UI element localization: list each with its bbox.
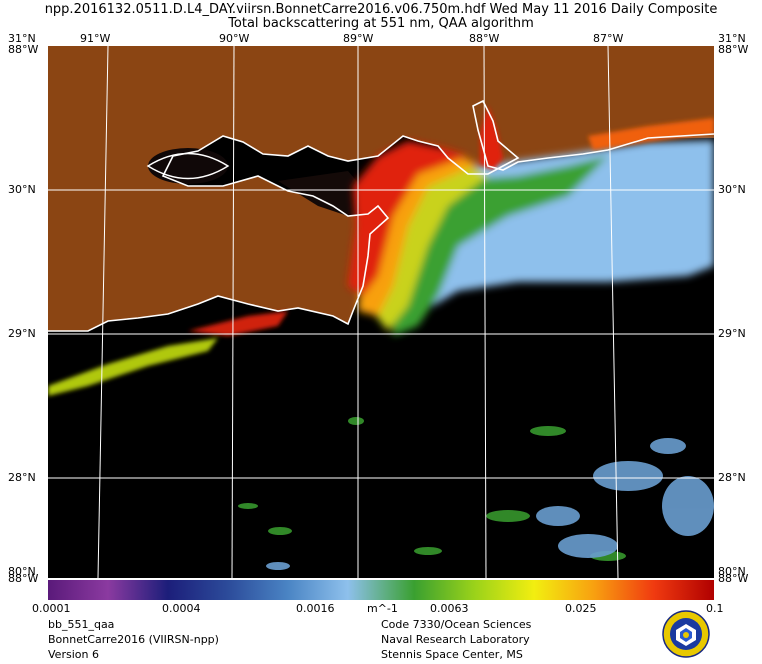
lon-label-88w: 88°W (469, 32, 500, 45)
corner-lat-top-left: 31°N (8, 32, 36, 45)
corner-top-right: 88°W (718, 43, 749, 56)
lat-right-29n: 29°N (718, 327, 746, 340)
map-image (48, 46, 714, 578)
graticule (48, 46, 714, 578)
colorbar-tick-3: 0.0016 (296, 602, 335, 615)
colorbar-tick-5: 0.025 (565, 602, 597, 615)
footer-code: Code 7330/Ocean Sciences (381, 618, 532, 631)
corner-bottom-right-under: 80°N (718, 565, 746, 578)
land-mass (48, 46, 714, 331)
title-line-2: Total backscattering at 551 nm, QAA algo… (228, 16, 534, 31)
coast-orange-east (588, 118, 714, 150)
corner-bottom-left-under: 80°N (8, 565, 36, 578)
colorbar (48, 580, 714, 600)
corner-bottom-right: 88°W (718, 572, 749, 585)
open-water-patches-blue (266, 438, 714, 570)
lon-label-90w: 90°W (219, 32, 250, 45)
lat-left-30n: 30°N (8, 183, 36, 196)
lon-label-91w: 91°W (80, 32, 111, 45)
lat-right-30n: 30°N (718, 183, 746, 196)
title-line-1: npp.2016132.0511.D.L4_DAY.viirsn.BonnetC… (44, 2, 718, 17)
footer-version: Version 6 (48, 648, 99, 661)
lat-left-28n: 28°N (8, 471, 36, 484)
colorbar-tick-2: 0.0004 (162, 602, 201, 615)
corner-lat-top-right: 31°N (718, 32, 746, 45)
lon-label-87w: 87°W (593, 32, 624, 45)
inland-water (278, 171, 378, 216)
lon-label-89w: 89°W (343, 32, 374, 45)
corner-bottom-left: 88°W (8, 572, 39, 585)
plume-red-bay (480, 106, 503, 170)
footer-region: BonnetCarre2016 (VIIRSN-npp) (48, 633, 219, 646)
footer-product: bb_551_qaa (48, 618, 115, 631)
colorbar-tick-1: 0.0001 (32, 602, 71, 615)
coast-red-strip (188, 311, 288, 336)
lat-right-28n: 28°N (718, 471, 746, 484)
colorbar-tick-4: 0.0063 (430, 602, 469, 615)
coastline (48, 99, 714, 332)
footer-location: Stennis Space Center, MS (381, 648, 523, 661)
plume-red (348, 141, 468, 296)
coastline-lake (146, 152, 230, 180)
nrl-seal-icon (662, 610, 710, 658)
coast-yellow-strip (48, 338, 218, 396)
lat-left-29n: 29°N (8, 327, 36, 340)
colorbar-unit: m^-1 (367, 602, 398, 615)
footer-lab: Naval Research Laboratory (381, 633, 530, 646)
corner-top-left: 88°W (8, 43, 39, 56)
colorbar-tick-6: 0.1 (706, 602, 724, 615)
